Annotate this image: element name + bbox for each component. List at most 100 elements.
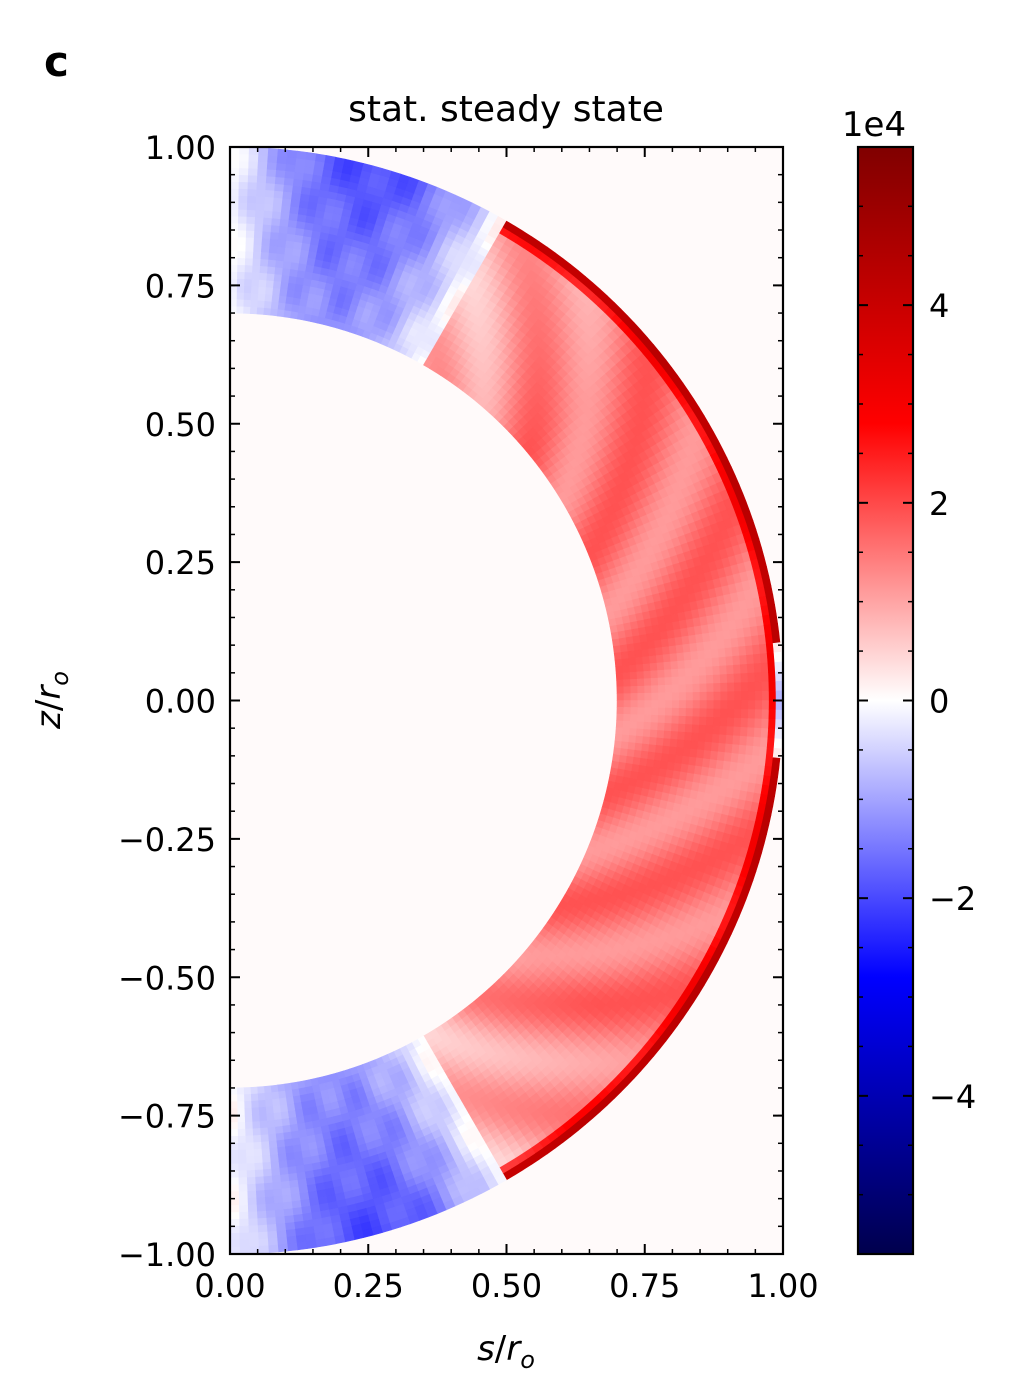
- field-cell: [643, 714, 652, 723]
- field-cell: [237, 250, 246, 259]
- field-cell: [238, 1232, 250, 1241]
- field-cell: [747, 718, 756, 729]
- field-cell: [253, 1148, 263, 1157]
- field-cell: [671, 676, 680, 686]
- field-cell: [281, 274, 290, 283]
- field-cell: [315, 153, 327, 163]
- field-cell: [261, 1155, 271, 1164]
- field-cell: [274, 1209, 285, 1218]
- field-cell: [737, 753, 746, 765]
- field-cell: [279, 288, 289, 297]
- field-cell: [277, 148, 289, 158]
- field-cell: [650, 722, 659, 731]
- field-cell: [244, 257, 254, 266]
- field-cell: [236, 1108, 245, 1116]
- field-cell: [244, 271, 253, 280]
- field-cell: [230, 1232, 240, 1241]
- field-cell: [725, 656, 734, 667]
- field-cell: [262, 223, 272, 233]
- field-cell: [630, 714, 638, 723]
- field-cell: [283, 184, 294, 193]
- field-cell: [243, 1087, 251, 1095]
- field-cell: [747, 709, 756, 720]
- field-cell: [682, 747, 691, 758]
- field-cell: [237, 264, 246, 273]
- field-cell: [246, 1183, 257, 1192]
- field-cell: [236, 1101, 245, 1109]
- field-cell: [727, 682, 735, 693]
- field-cell: [230, 160, 240, 169]
- field-cell: [642, 656, 651, 665]
- field-cell: [727, 708, 735, 719]
- field-cell: [263, 1085, 272, 1094]
- field-cell: [650, 714, 659, 724]
- field-cell: [664, 722, 673, 732]
- field-cell: [259, 265, 269, 274]
- field-cell: [267, 154, 278, 164]
- field-cell: [276, 1230, 287, 1239]
- field-cell: [236, 1094, 245, 1103]
- field-cell: [711, 733, 720, 744]
- field-cell: [267, 1126, 276, 1136]
- field-cell: [643, 670, 652, 680]
- field-cell: [690, 740, 699, 751]
- field-cell: [230, 153, 240, 162]
- y-tick-label: −0.75: [118, 1098, 216, 1136]
- field-cell: [650, 677, 659, 687]
- field-cell: [629, 721, 638, 730]
- field-cell: [698, 666, 707, 677]
- field-cell: [257, 1231, 268, 1240]
- field-cell: [768, 671, 777, 682]
- field-cell: [237, 243, 247, 252]
- field-cell: [734, 691, 742, 701]
- field-cell: [254, 1176, 265, 1185]
- field-cell: [662, 738, 672, 748]
- field-cell: [255, 1190, 266, 1199]
- field-cell: [669, 653, 678, 663]
- field-cell: [635, 663, 645, 673]
- field-cell: [740, 718, 749, 728]
- field-cell: [274, 183, 285, 192]
- field-cell: [674, 754, 684, 765]
- field-cell: [271, 1174, 281, 1184]
- field-cell: [230, 1149, 239, 1158]
- field-cell: [684, 667, 693, 677]
- field-cell: [230, 264, 238, 272]
- field-cell: [623, 693, 632, 701]
- y-tick-label: −1.00: [118, 1236, 216, 1274]
- field-cell: [257, 299, 266, 308]
- field-cell: [754, 681, 763, 692]
- field-cell: [246, 1176, 256, 1185]
- field-cell: [615, 672, 624, 681]
- field-cell: [760, 662, 769, 673]
- field-cell: [745, 745, 754, 756]
- field-cell: [274, 1216, 286, 1225]
- field-cell: [612, 645, 622, 654]
- x-tick-label: 0.50: [471, 1267, 542, 1305]
- field-cell: [262, 1168, 272, 1178]
- field-cell: [660, 638, 670, 648]
- field-cell: [768, 719, 777, 730]
- field-cell: [671, 684, 680, 694]
- field-cell: [272, 287, 281, 296]
- field-cell: [270, 301, 280, 310]
- field-cell: [258, 147, 269, 156]
- field-cell: [257, 1224, 268, 1233]
- field-cell: [644, 707, 652, 716]
- field-cell: [270, 1161, 280, 1170]
- field-cell: [271, 210, 282, 220]
- field-cell: [280, 211, 291, 221]
- field-cell: [230, 208, 239, 217]
- field-cell: [748, 700, 756, 710]
- field-cell: [649, 655, 658, 665]
- field-cell: [255, 209, 265, 218]
- field-cell: [279, 1174, 290, 1183]
- field-cell: [649, 729, 658, 739]
- field-cell: [265, 175, 277, 184]
- field-cell: [733, 673, 742, 684]
- field-cell: [649, 736, 658, 746]
- field-cell: [265, 279, 275, 288]
- field-cell: [270, 1084, 279, 1094]
- field-cell: [696, 641, 705, 652]
- field-cell: [710, 742, 720, 753]
